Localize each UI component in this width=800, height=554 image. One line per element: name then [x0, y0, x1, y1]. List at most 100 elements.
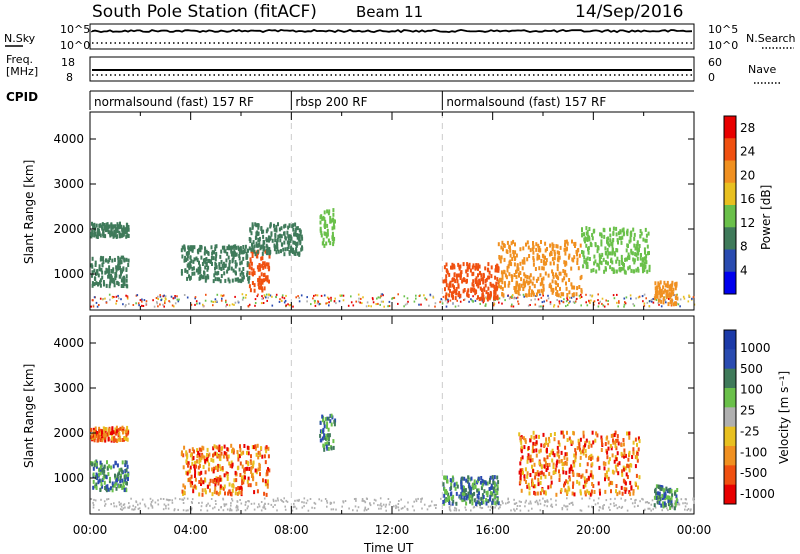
scatter-cell [561, 462, 564, 466]
ground-scatter-cell [615, 504, 617, 507]
scatter-cell [282, 247, 285, 252]
ground-scatter-cell [446, 301, 449, 304]
scatter-cell [193, 449, 195, 454]
scatter-cell [605, 267, 607, 272]
velocity-colorbar-swatch [724, 330, 736, 350]
scatter-cell [212, 469, 215, 474]
ground-scatter-cell [440, 497, 442, 500]
scatter-cell [633, 258, 636, 263]
ground-scatter-cell [150, 504, 152, 507]
scatter-cell [235, 487, 238, 492]
ground-scatter-cell [292, 305, 294, 308]
scatter-cell [613, 433, 616, 437]
ground-scatter-cell [519, 505, 521, 507]
scatter-cell [537, 477, 540, 482]
scatter-cell [467, 293, 470, 298]
scatter-cell [600, 232, 603, 237]
scatter-cell [582, 434, 585, 439]
ground-scatter-cell [505, 502, 507, 505]
scatter-cell [124, 477, 127, 482]
scatter-cell [571, 293, 574, 298]
ground-scatter-cell [236, 506, 239, 509]
ground-scatter-cell [516, 507, 518, 510]
scatter-cell [191, 246, 194, 251]
ground-scatter-cell [157, 305, 159, 308]
scatter-cell [529, 458, 532, 463]
ground-scatter-cell [497, 507, 500, 510]
ground-scatter-cell [547, 500, 549, 503]
scatter-cell [521, 455, 524, 460]
scatter-cell [475, 263, 478, 268]
scatter-cell [114, 427, 117, 432]
scatter-cell [224, 278, 227, 283]
scatter-cell [511, 257, 514, 261]
scatter-cell [477, 273, 479, 278]
ground-scatter-cell [371, 297, 374, 300]
scatter-cell [594, 438, 597, 443]
ground-scatter-cell [339, 294, 341, 297]
scatter-cell [604, 489, 607, 494]
ground-scatter-cell [134, 508, 136, 511]
scatter-cell [482, 500, 485, 505]
scatter-cell [549, 261, 552, 266]
ground-scatter-cell [524, 505, 526, 508]
scatter-cell [522, 278, 525, 283]
scatter-cell [191, 266, 194, 271]
scatter-cell [621, 228, 624, 233]
scatter-cell [205, 257, 208, 261]
scatter-cell [209, 488, 211, 493]
power-colorbar-swatch [724, 116, 736, 139]
scatter-cell [505, 249, 508, 254]
scatter-cell [551, 448, 554, 453]
scatter-cell [477, 488, 480, 493]
scatter-cell [212, 479, 215, 484]
scatter-cell [266, 275, 269, 280]
ground-scatter-cell [159, 294, 161, 297]
ground-scatter-cell [603, 504, 605, 506]
scatter-cell [545, 258, 548, 263]
scatter-cell [213, 250, 216, 255]
ground-scatter-cell [342, 500, 344, 503]
ground-scatter-cell [202, 303, 204, 306]
scatter-cell [607, 467, 610, 472]
scatter-cell [252, 272, 254, 277]
velocity-colorbar-tick: 100 [740, 383, 763, 397]
ground-scatter-cell [186, 296, 189, 299]
scatter-cell [300, 234, 303, 239]
scatter-cell [250, 469, 253, 474]
scatter-cell [224, 491, 226, 496]
scatter-cell [501, 240, 504, 245]
ground-scatter-cell [524, 501, 527, 504]
ground-scatter-cell [163, 503, 166, 506]
scatter-cell [108, 265, 111, 270]
scatter-cell [465, 493, 468, 497]
scatter-cell [653, 503, 656, 508]
ground-scatter-cell [178, 298, 180, 301]
scatter-cell [117, 428, 120, 433]
ground-scatter-cell [528, 502, 530, 505]
scatter-cell [589, 473, 592, 478]
scatter-cell [110, 278, 113, 283]
scatter-cell [509, 248, 512, 253]
scatter-cell [538, 449, 541, 454]
ground-scatter-cell [198, 502, 200, 504]
scatter-cell [247, 476, 250, 481]
scatter-cell [122, 232, 125, 237]
scatter-cell [230, 443, 233, 448]
power-colorbar-tick: 28 [740, 121, 755, 135]
scatter-cell [102, 426, 105, 431]
scatter-cell [191, 461, 194, 466]
scatter-cell [195, 464, 197, 469]
scatter-cell [122, 430, 124, 435]
ground-scatter-cell [380, 300, 383, 303]
scatter-cell [612, 270, 615, 274]
ground-scatter-cell [341, 294, 343, 297]
ground-scatter-cell [289, 304, 291, 306]
scatter-cell [569, 477, 571, 482]
scatter-cell [255, 223, 258, 228]
scatter-cell [579, 276, 582, 281]
scatter-cell [200, 470, 203, 475]
scatter-cell [227, 277, 230, 282]
ground-scatter-cell [479, 302, 481, 305]
